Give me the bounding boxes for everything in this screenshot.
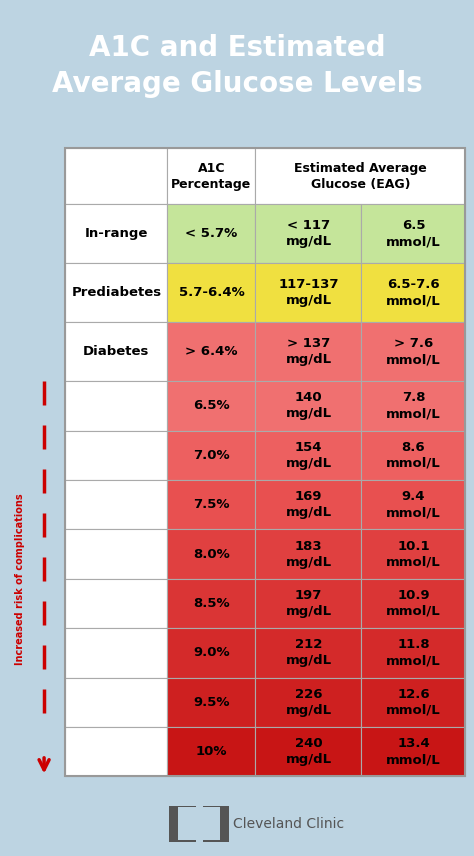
Bar <box>362 678 465 727</box>
Bar <box>167 205 255 263</box>
Bar <box>255 205 362 263</box>
Text: 9.0%: 9.0% <box>193 646 230 659</box>
Text: 7.0%: 7.0% <box>193 449 230 461</box>
Bar <box>167 480 255 529</box>
Bar <box>362 205 465 263</box>
Bar <box>255 678 362 727</box>
Bar <box>167 678 255 727</box>
Bar <box>65 148 167 205</box>
Bar <box>255 628 362 678</box>
Text: > 6.4%: > 6.4% <box>185 345 237 358</box>
Bar <box>362 727 465 776</box>
Bar <box>202 806 228 807</box>
Text: 10%: 10% <box>196 746 227 758</box>
Text: 183
mg/dL: 183 mg/dL <box>285 539 331 568</box>
Text: Increased risk of complications: Increased risk of complications <box>15 493 26 664</box>
Text: 197
mg/dL: 197 mg/dL <box>285 589 331 618</box>
Text: > 137
mg/dL: > 137 mg/dL <box>285 337 331 366</box>
Bar <box>362 381 465 431</box>
Text: 154
mg/dL: 154 mg/dL <box>285 441 331 470</box>
Bar <box>167 727 255 776</box>
Bar <box>255 727 362 776</box>
Text: 6.5-7.6
mmol/L: 6.5-7.6 mmol/L <box>386 278 441 307</box>
Text: A1C
Percentage: A1C Percentage <box>171 162 252 191</box>
Bar <box>65 579 167 628</box>
Text: 212
mg/dL: 212 mg/dL <box>285 639 331 668</box>
Bar <box>362 628 465 678</box>
Bar <box>167 579 255 628</box>
Text: Prediabetes: Prediabetes <box>72 286 162 299</box>
Text: Estimated Average
Glucose (EAG): Estimated Average Glucose (EAG) <box>294 162 427 191</box>
Text: > 7.6
mmol/L: > 7.6 mmol/L <box>386 337 441 366</box>
Bar <box>169 806 178 841</box>
Text: 226
mg/dL: 226 mg/dL <box>285 687 331 716</box>
Text: 10.1
mmol/L: 10.1 mmol/L <box>386 539 441 568</box>
Bar <box>167 381 255 431</box>
Text: 117-137
mg/dL: 117-137 mg/dL <box>278 278 339 307</box>
Text: 140
mg/dL: 140 mg/dL <box>285 391 331 420</box>
Bar <box>65 678 167 727</box>
Text: Diabetes: Diabetes <box>83 345 150 358</box>
Text: 8.6
mmol/L: 8.6 mmol/L <box>386 441 441 470</box>
Text: 5.7-6.4%: 5.7-6.4% <box>179 286 244 299</box>
Bar <box>169 806 195 807</box>
Bar <box>255 529 362 579</box>
Bar <box>167 529 255 579</box>
Text: 169
mg/dL: 169 mg/dL <box>285 490 331 519</box>
Text: 10.9
mmol/L: 10.9 mmol/L <box>386 589 441 618</box>
Bar <box>65 529 167 579</box>
Bar <box>255 431 362 480</box>
Text: 6.5%: 6.5% <box>193 399 230 413</box>
Text: 240
mg/dL: 240 mg/dL <box>285 737 331 766</box>
Text: A1C and Estimated
Average Glucose Levels: A1C and Estimated Average Glucose Levels <box>52 34 422 98</box>
Text: 8.5%: 8.5% <box>193 597 230 610</box>
Bar <box>167 148 255 205</box>
Bar <box>255 148 465 205</box>
Bar <box>167 263 255 322</box>
Bar <box>65 263 167 322</box>
Bar <box>65 480 167 529</box>
Text: 7.8
mmol/L: 7.8 mmol/L <box>386 391 441 420</box>
Text: 6.5
mmol/L: 6.5 mmol/L <box>386 219 441 248</box>
Bar <box>362 431 465 480</box>
Bar <box>65 431 167 480</box>
Bar <box>65 205 167 263</box>
Text: Cleveland Clinic: Cleveland Clinic <box>233 817 345 831</box>
Text: < 5.7%: < 5.7% <box>185 227 237 241</box>
Bar <box>255 579 362 628</box>
Bar <box>167 322 255 381</box>
Bar <box>255 263 362 322</box>
Bar <box>65 628 167 678</box>
Text: 12.6
mmol/L: 12.6 mmol/L <box>386 687 441 716</box>
Bar <box>362 529 465 579</box>
Bar <box>362 263 465 322</box>
Bar <box>220 806 228 841</box>
Bar <box>362 579 465 628</box>
Bar <box>167 431 255 480</box>
Bar <box>362 480 465 529</box>
Text: < 117
mg/dL: < 117 mg/dL <box>285 219 331 248</box>
Bar <box>255 322 362 381</box>
Text: 13.4
mmol/L: 13.4 mmol/L <box>386 737 441 766</box>
Bar <box>167 628 255 678</box>
Bar <box>65 381 167 431</box>
Bar <box>65 322 167 381</box>
Text: In-range: In-range <box>85 227 148 241</box>
Bar <box>65 727 167 776</box>
Bar <box>362 322 465 381</box>
Text: 9.5%: 9.5% <box>193 696 230 709</box>
Text: 11.8
mmol/L: 11.8 mmol/L <box>386 639 441 668</box>
Text: 9.4
mmol/L: 9.4 mmol/L <box>386 490 441 519</box>
Text: 8.0%: 8.0% <box>193 548 230 561</box>
Bar <box>255 381 362 431</box>
Text: 7.5%: 7.5% <box>193 498 230 511</box>
Bar <box>255 480 362 529</box>
